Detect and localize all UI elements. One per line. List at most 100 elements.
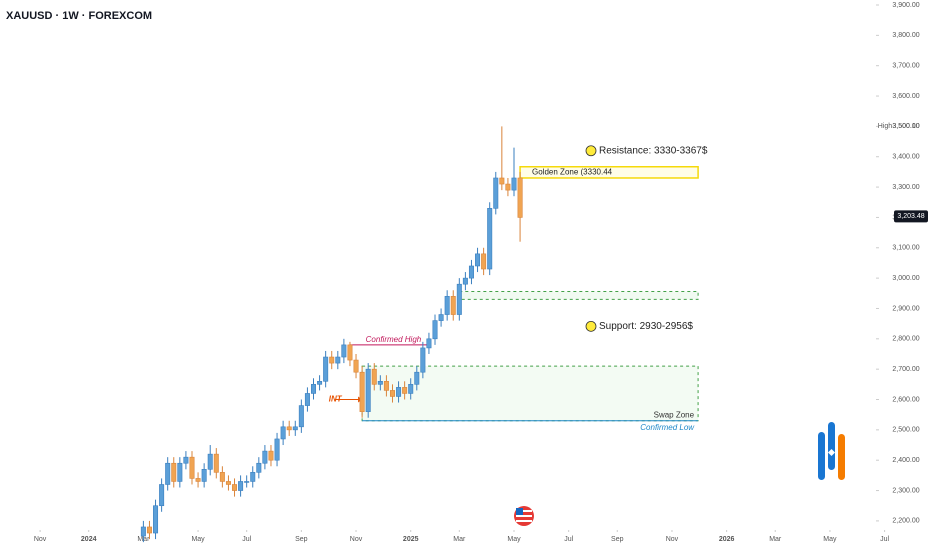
y-tick-label: 2,300.00 bbox=[892, 487, 919, 494]
support-label: Support: 2930-2956$ bbox=[599, 321, 693, 332]
candle-body bbox=[262, 450, 268, 464]
candle-body bbox=[213, 453, 219, 473]
chart-title: XAUUSD · 1W · FOREXCOM bbox=[6, 10, 152, 22]
level-label: Confirmed High bbox=[366, 335, 422, 344]
x-tick-label: 2024 bbox=[81, 536, 97, 543]
candle-body bbox=[493, 177, 499, 209]
candle-body bbox=[146, 526, 152, 534]
last-price-box bbox=[894, 210, 928, 223]
candle-body bbox=[304, 393, 310, 406]
candle-body bbox=[219, 472, 225, 482]
candle-body bbox=[505, 183, 511, 191]
high-name: High bbox=[878, 123, 893, 130]
candle-body bbox=[165, 462, 171, 485]
candle-body bbox=[256, 462, 262, 473]
candle-body bbox=[475, 253, 481, 267]
candle-body bbox=[402, 387, 408, 394]
candle-body bbox=[408, 384, 414, 394]
candle-body bbox=[383, 381, 389, 391]
candle-body bbox=[189, 456, 195, 479]
level-label: Confirmed Low bbox=[640, 423, 695, 432]
last-price-label: 3,203.48 bbox=[897, 213, 924, 220]
zone-label: Swap Zone bbox=[654, 411, 695, 420]
x-tick-label: 2025 bbox=[403, 536, 419, 543]
candle-body bbox=[329, 356, 335, 364]
x-tick-label: Jul bbox=[242, 536, 251, 543]
y-tick-label: 2,800.00 bbox=[892, 336, 919, 343]
candle-body bbox=[238, 481, 244, 491]
marker-dot bbox=[585, 145, 597, 157]
candle-body bbox=[468, 265, 474, 279]
candle-body bbox=[153, 505, 159, 534]
candle-body bbox=[250, 472, 256, 482]
candle-body bbox=[140, 526, 146, 537]
candle-body bbox=[159, 484, 165, 507]
x-tick-label: Jul bbox=[880, 536, 889, 543]
candle-body bbox=[225, 481, 231, 485]
candle-body bbox=[377, 381, 383, 385]
candle-body bbox=[347, 344, 353, 361]
candle-body bbox=[317, 381, 323, 385]
candle-body bbox=[359, 371, 365, 412]
y-tick-label: 3,600.00 bbox=[892, 93, 919, 100]
x-tick-label: May bbox=[191, 536, 205, 543]
y-tick-label: 3,000.00 bbox=[892, 275, 919, 282]
x-tick-label: Mar bbox=[769, 536, 782, 543]
candle-body bbox=[341, 344, 347, 358]
candle-body bbox=[292, 426, 298, 431]
candle-body bbox=[201, 469, 207, 482]
y-tick-label: 2,400.00 bbox=[892, 457, 919, 464]
candle-body bbox=[365, 368, 371, 412]
support-zone bbox=[458, 290, 699, 300]
candle-body bbox=[353, 359, 359, 373]
candle-body bbox=[432, 320, 438, 340]
candle-body bbox=[274, 438, 280, 461]
candle-body bbox=[389, 390, 395, 397]
candle-body bbox=[177, 462, 183, 482]
logo bbox=[818, 422, 845, 480]
y-tick-label: 2,900.00 bbox=[892, 305, 919, 312]
x-tick-label: Sep bbox=[295, 536, 308, 543]
candle-body bbox=[280, 426, 286, 440]
marker-dot bbox=[585, 320, 597, 332]
y-tick-label: 3,700.00 bbox=[892, 63, 919, 70]
candle-body bbox=[420, 347, 426, 373]
candle-body bbox=[171, 462, 177, 482]
candle-body bbox=[396, 387, 402, 397]
zone-label: Golden Zone (3330.44 bbox=[532, 167, 613, 176]
candle-body bbox=[487, 208, 493, 270]
candle-body bbox=[323, 356, 329, 382]
x-tick-label: May bbox=[823, 536, 837, 543]
candle-body bbox=[511, 177, 517, 191]
candle-body bbox=[499, 177, 505, 185]
candle-body bbox=[268, 450, 274, 461]
y-tick-label: 3,300.00 bbox=[892, 184, 919, 191]
x-tick-label: Sep bbox=[611, 536, 624, 543]
candle-body bbox=[450, 296, 456, 315]
y-tick-label: 2,200.00 bbox=[892, 518, 919, 525]
candle-body bbox=[244, 481, 250, 483]
candle-body bbox=[481, 253, 487, 270]
candle-body bbox=[444, 296, 450, 315]
level-label: INT bbox=[329, 395, 343, 404]
y-tick-label: 2,600.00 bbox=[892, 396, 919, 403]
candle-body bbox=[335, 356, 341, 364]
x-tick-label: Nov bbox=[34, 536, 47, 543]
candle-body bbox=[517, 177, 523, 218]
y-tick-label: 2,700.00 bbox=[892, 366, 919, 373]
y-tick-label: 3,500.00 bbox=[892, 123, 919, 130]
candle-body bbox=[438, 314, 444, 321]
flag-icon bbox=[514, 506, 534, 526]
high-value: 3,500.10 bbox=[892, 123, 919, 130]
x-tick-label: May bbox=[507, 536, 521, 543]
x-tick-label: 2026 bbox=[719, 536, 735, 543]
x-tick-label: Nov bbox=[350, 536, 363, 543]
x-tick-label: Jul bbox=[564, 536, 573, 543]
x-tick-label: Mar bbox=[453, 536, 466, 543]
x-tick-label: Nov bbox=[666, 536, 679, 543]
candle-body bbox=[286, 426, 292, 431]
candle-body bbox=[183, 456, 189, 464]
candle-body bbox=[462, 277, 468, 285]
